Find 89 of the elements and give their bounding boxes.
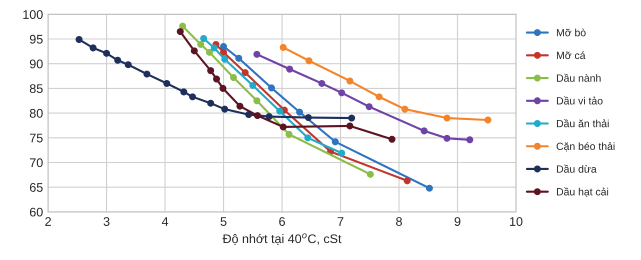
- y-tick-label: 70: [30, 158, 43, 168]
- point: [220, 42, 228, 50]
- point: [266, 113, 273, 120]
- point: [236, 102, 244, 110]
- point: [388, 136, 396, 143]
- point: [76, 36, 83, 43]
- point: [189, 93, 196, 100]
- point: [207, 67, 214, 74]
- point: [304, 134, 312, 142]
- point: [401, 106, 408, 113]
- point: [249, 82, 256, 89]
- point: [221, 106, 228, 113]
- point: [366, 170, 374, 178]
- point: [444, 134, 450, 142]
- point: [484, 116, 492, 124]
- point: [305, 57, 312, 64]
- x-tick-label: 6: [279, 217, 285, 226]
- point: [318, 80, 326, 87]
- point: [346, 78, 354, 84]
- point: [179, 22, 186, 30]
- x-tick-label: 10: [510, 217, 522, 226]
- point: [286, 66, 294, 73]
- point: [332, 138, 339, 146]
- point: [348, 114, 356, 122]
- x-tick-label: 8: [396, 217, 402, 226]
- point: [114, 56, 122, 64]
- point: [254, 112, 261, 120]
- point: [304, 114, 312, 122]
- point: [253, 97, 260, 104]
- point: [219, 84, 226, 92]
- point: [338, 150, 346, 157]
- point: [253, 50, 260, 58]
- y-tick-label: 65: [30, 183, 43, 192]
- point: [280, 123, 287, 130]
- point: [143, 70, 150, 78]
- point: [220, 48, 228, 56]
- point: [286, 130, 293, 138]
- x-tick-label: 3: [104, 217, 110, 226]
- point: [296, 108, 304, 116]
- y-tick-label: 75: [30, 134, 43, 142]
- y-tick-label: 95: [30, 34, 43, 44]
- point: [180, 88, 188, 96]
- y-tick-label: 90: [30, 60, 43, 68]
- point: [190, 47, 198, 54]
- x-tick-label: 9: [454, 217, 460, 226]
- point: [235, 54, 242, 62]
- point: [213, 76, 220, 82]
- point: [404, 177, 411, 184]
- y-tick-label: 80: [30, 108, 43, 118]
- legend-label: Dầu hạt cải: [556, 187, 608, 197]
- point: [242, 69, 249, 76]
- point: [420, 127, 428, 134]
- point: [221, 56, 228, 63]
- point: [176, 28, 184, 36]
- y-tick-label: 100: [23, 10, 43, 19]
- x-tick-label: 7: [338, 217, 344, 226]
- point: [366, 103, 373, 110]
- legend-label: Dầu ăn thải: [556, 119, 609, 128]
- x-tick-label: 2: [45, 217, 51, 226]
- legend-label: Dầu vi tảo: [556, 96, 603, 105]
- point: [207, 100, 214, 107]
- point: [210, 44, 218, 52]
- legend-label: Dầu nành: [556, 74, 601, 82]
- point: [200, 35, 208, 42]
- point: [346, 122, 354, 130]
- point: [124, 61, 132, 68]
- x-tick-label: 4: [162, 217, 168, 226]
- legend-label: Mỡ cá: [556, 51, 586, 60]
- legend-label: Mỡ bò: [556, 28, 586, 36]
- point: [466, 136, 474, 144]
- point: [276, 108, 284, 115]
- point: [197, 40, 204, 48]
- legend-label: Cặn béo thải: [556, 142, 614, 152]
- point: [103, 50, 110, 57]
- point: [338, 89, 346, 96]
- x-axis-title: Độ nhớt tại 40$^{o}$C, cSt: [222, 233, 342, 245]
- point: [90, 44, 97, 52]
- x-tick-label: 5: [220, 217, 226, 226]
- y-tick-label: 85: [30, 84, 43, 94]
- y-tick-label: 60: [30, 208, 43, 217]
- point: [376, 93, 383, 100]
- point: [206, 48, 213, 56]
- point: [444, 114, 450, 122]
- point: [163, 80, 170, 87]
- point: [426, 184, 433, 192]
- point: [230, 74, 237, 82]
- point: [280, 44, 287, 51]
- legend-label: Dầu dừa: [556, 164, 597, 173]
- point: [268, 84, 275, 92]
